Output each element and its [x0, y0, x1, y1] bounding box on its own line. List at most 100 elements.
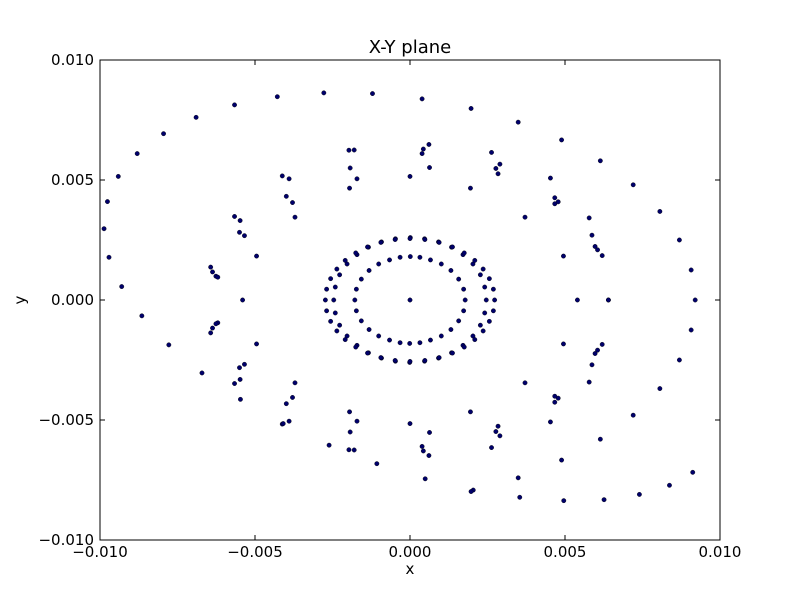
data-point	[552, 195, 558, 201]
data-point	[420, 448, 426, 454]
data-point	[354, 418, 360, 424]
data-point	[242, 233, 247, 239]
data-point	[376, 333, 382, 339]
y-tick-label: 0.010	[51, 51, 94, 69]
data-point	[237, 218, 243, 223]
data-point	[515, 475, 521, 481]
data-point	[450, 350, 455, 356]
data-point	[326, 442, 332, 448]
y-tick-label: 0.005	[51, 171, 94, 189]
data-point	[322, 297, 328, 303]
data-point	[213, 321, 219, 327]
data-point	[419, 443, 425, 449]
data-point	[283, 401, 289, 407]
data-point	[438, 261, 444, 267]
data-point	[328, 318, 334, 324]
data-point	[387, 257, 392, 263]
data-point	[365, 350, 370, 356]
data-point	[555, 199, 561, 205]
data-point	[139, 313, 145, 319]
data-point	[407, 236, 413, 241]
data-point	[242, 361, 247, 367]
data-point	[601, 497, 607, 503]
data-point	[346, 147, 352, 153]
data-point	[280, 421, 286, 426]
data-point	[351, 147, 357, 153]
data-point	[290, 200, 295, 205]
data-point	[428, 257, 433, 263]
data-point	[342, 337, 348, 342]
data-point	[337, 272, 343, 278]
x-tick-label: −0.005	[227, 543, 283, 561]
data-point	[461, 344, 467, 350]
x-tick-label: 0.000	[389, 543, 432, 561]
data-point	[378, 355, 384, 360]
data-point	[119, 284, 125, 289]
data-point	[482, 284, 488, 290]
data-point	[495, 171, 501, 177]
data-point	[337, 322, 343, 328]
data-point	[559, 137, 564, 143]
data-point	[486, 318, 492, 324]
data-point	[690, 469, 696, 475]
data-point	[462, 297, 468, 303]
data-point	[667, 482, 672, 488]
data-point	[353, 250, 359, 256]
data-point	[387, 337, 392, 343]
data-point	[456, 276, 462, 282]
data-point	[392, 358, 398, 363]
data-point	[332, 310, 338, 316]
data-point	[630, 182, 636, 188]
data-point	[448, 268, 454, 273]
data-point	[461, 286, 467, 292]
data-point	[370, 91, 375, 97]
data-point	[436, 355, 442, 360]
data-point	[419, 151, 425, 157]
data-point	[166, 342, 172, 348]
data-point	[468, 489, 474, 494]
data-point	[472, 337, 478, 342]
data-point	[489, 149, 494, 155]
data-point	[407, 421, 413, 426]
y-axis: −0.010 −0.005 0.000 0.005 0.010	[38, 51, 720, 549]
data-point	[347, 429, 353, 435]
data-point	[240, 297, 246, 303]
data-point	[397, 340, 403, 346]
data-point	[592, 244, 598, 249]
data-point	[347, 409, 352, 415]
data-point	[328, 276, 334, 282]
data-point	[286, 176, 292, 182]
data-point	[606, 297, 611, 303]
data-point	[420, 146, 426, 152]
data-point	[552, 393, 558, 399]
data-point	[692, 297, 698, 303]
data-point	[407, 254, 413, 259]
data-point	[342, 257, 348, 263]
data-point	[407, 341, 413, 346]
data-point	[522, 380, 528, 386]
data-point	[561, 341, 566, 347]
data-point	[208, 330, 214, 336]
data-point	[426, 142, 432, 147]
data-point	[489, 445, 494, 450]
data-point	[468, 409, 473, 415]
y-tick-label: −0.010	[38, 531, 94, 549]
data-point	[324, 308, 330, 314]
data-point	[199, 370, 205, 376]
data-point	[332, 284, 338, 290]
data-point	[105, 199, 110, 205]
data-point	[559, 457, 564, 463]
data-point	[354, 176, 360, 182]
data-point	[422, 358, 428, 363]
data-point	[115, 173, 121, 179]
data-point	[101, 226, 107, 232]
data-point	[497, 161, 503, 167]
data-point	[589, 362, 595, 368]
data-point	[376, 261, 382, 267]
data-point	[630, 412, 636, 418]
data-point	[589, 232, 595, 238]
data-point	[422, 237, 428, 242]
data-point	[657, 386, 663, 391]
